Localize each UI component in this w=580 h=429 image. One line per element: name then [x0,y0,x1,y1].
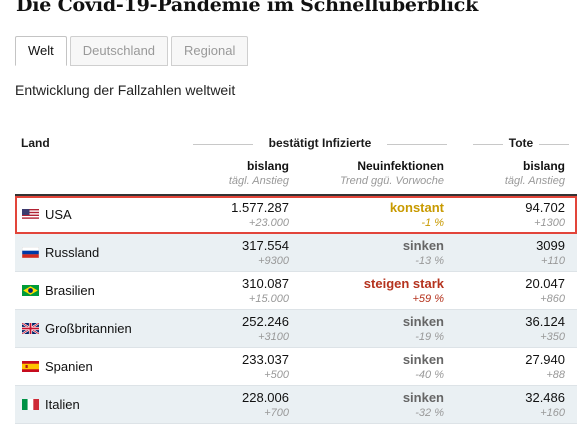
col-header-land: Land [21,136,50,150]
cases-daily: +9300 [258,255,289,267]
deaths-total: 3099 [536,238,565,253]
page-title: Die Covid-19-Pandemie im Schnellüberblic… [16,0,479,16]
cases-total: 228.006 [242,390,289,405]
deaths-total: 32.486 [525,390,565,405]
us-flag-icon [22,209,39,220]
table-row[interactable]: Großbritannien 252.246 +3100 sinken -19 % … [15,310,577,348]
deaths-daily: +110 [541,255,565,267]
deaths-total: 94.702 [525,200,565,215]
cases-total: 317.554 [242,238,289,253]
table-group-header: Land bestätigt Infizierte Tote [15,130,577,158]
group-divider-right [387,144,447,145]
es-flag-icon [22,361,39,372]
group-divider-deaths-right [539,144,569,145]
tab-regional[interactable]: Regional [171,36,249,66]
case-table: Land bestätigt Infizierte Tote bislang t… [15,130,577,424]
deaths-daily: +350 [540,331,565,343]
deaths-daily: +160 [540,407,565,419]
deaths-total: 20.047 [525,276,565,291]
trend-percent: -1 % [421,217,444,229]
table-row[interactable]: Italien 228.006 +700 sinken -32 % 32.486 +1… [15,386,577,424]
table-row[interactable]: Russland 317.554 +9300 sinken -13 % 3099 +1… [15,234,577,272]
group-header-deaths: Tote [508,136,534,150]
table-row[interactable]: USA 1.577.287 +23.000 konstant -1 % 94.702… [15,196,577,234]
cases-total: 310.087 [242,276,289,291]
table-row[interactable]: Brasilien 310.087 +15.000 steigen stark +5… [15,272,577,310]
cases-total: 252.246 [242,314,289,329]
cases-daily: +15.000 [248,293,289,305]
cases-daily: +3100 [258,331,289,343]
trend-percent: -19 % [415,331,444,343]
cases-total: 1.577.287 [231,200,289,215]
deaths-total: 27.940 [525,352,565,367]
trend-label: steigen stark [363,276,444,291]
cases-daily: +23.000 [248,217,289,229]
trend-percent: -40 % [415,369,444,381]
table-column-header: bislang tägl. Anstieg Neuinfektionen Tre… [15,158,577,196]
br-flag-icon [22,285,39,296]
trend-label: sinken [402,238,444,253]
country-name: Brasilien [45,283,95,298]
trend-percent: -13 % [415,255,444,267]
trend-label: sinken [402,314,444,329]
country-name: USA [45,207,72,222]
trend-percent: +59 % [412,293,445,305]
section-subtitle: Entwicklung der Fallzahlen weltweit [15,82,236,98]
trend-label: sinken [402,352,444,367]
cases-daily: +500 [264,369,289,381]
deaths-daily: +860 [540,293,565,305]
trend-percent: -32 % [415,407,444,419]
group-divider-deaths-left [473,144,503,145]
cases-daily: +700 [264,407,289,419]
country-name: Großbritannien [45,321,132,336]
trend-label: konstant [389,200,444,215]
country-name: Spanien [45,359,93,374]
col-header-tote: bislang tägl. Anstieg [504,159,565,187]
deaths-total: 36.124 [525,314,565,329]
country-name: Italien [45,397,80,412]
cases-total: 233.037 [242,352,289,367]
tab-deutschland[interactable]: Deutschland [69,36,169,66]
it-flag-icon [22,399,39,410]
deaths-daily: +1300 [534,217,565,229]
region-tabs: Welt Deutschland Regional [15,36,251,66]
tab-welt[interactable]: Welt [15,36,67,66]
ru-flag-icon [22,247,39,258]
col-header-neuinfektionen: Neuinfektionen Trend ggü. Vorwoche [340,159,444,187]
uk-flag-icon [22,323,39,334]
col-header-bislang: bislang tägl. Anstieg [228,159,289,187]
group-divider-left [193,144,253,145]
group-header-infected: bestätigt Infizierte [268,136,372,150]
country-name: Russland [45,245,100,260]
table-row[interactable]: Spanien 233.037 +500 sinken -40 % 27.940 +8… [15,348,577,386]
deaths-daily: +88 [546,369,565,381]
trend-label: sinken [402,390,444,405]
